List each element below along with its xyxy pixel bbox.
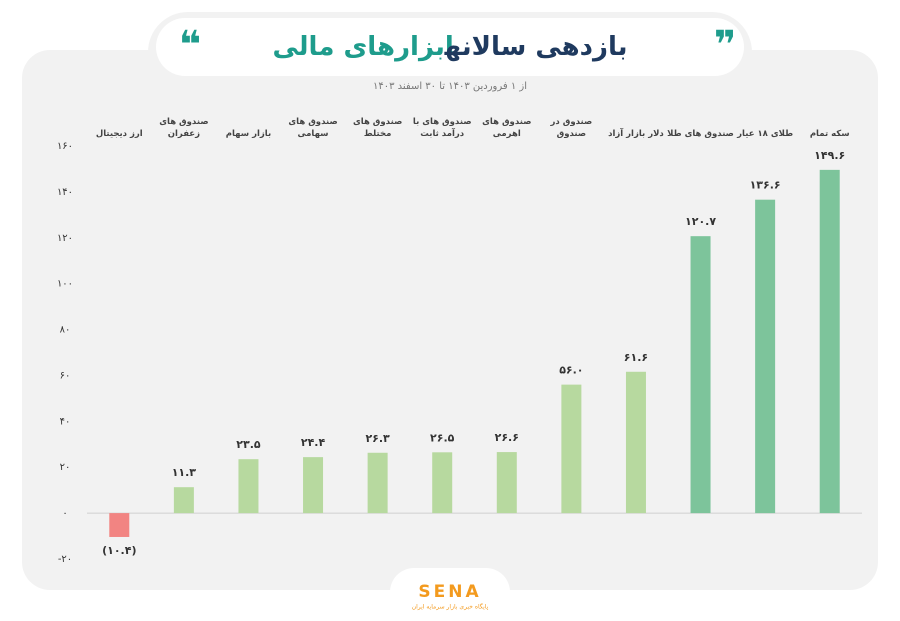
x-tick-label: صندوق های مختلط: [352, 117, 403, 139]
quote-mark: ❞: [714, 23, 736, 67]
value-label: ۲۶.۵: [430, 431, 455, 444]
value-label: ۱۱.۳: [172, 466, 197, 479]
y-tick-label: ۶۰: [60, 370, 71, 381]
bar: [561, 384, 582, 514]
y-tick-label: ۲۰: [60, 462, 71, 473]
title: بازدهی سالانه: [444, 32, 628, 62]
y-tick-label: ۰: [62, 508, 67, 519]
x-tick-label: صندوق های زعفران: [159, 117, 209, 139]
x-tick-label: ارز دیجیتال: [95, 129, 143, 139]
x-tick-label: طلای ۱۸ عیار: [737, 129, 794, 139]
subtitle: از ۱ فروردین ۱۴۰۳ تا ۳۰ اسفند ۱۴۰۳: [373, 81, 527, 92]
bar: [625, 371, 646, 514]
bar: [367, 452, 388, 514]
bar: [755, 199, 776, 514]
x-tick-label: صندوق های طلا: [667, 129, 734, 139]
bar: [432, 452, 453, 514]
x-tick-label: صندوق های سهامی: [288, 117, 338, 139]
card: [22, 50, 878, 590]
chart-title: بازدهی سالانهابزارهای مالی: [272, 32, 627, 62]
bar: [238, 459, 259, 514]
y-tick-label: ۱۲۰: [57, 233, 73, 244]
y-tick-label: ۴۰: [60, 416, 71, 427]
y-tick-label: ۸۰: [60, 325, 71, 336]
bar: [690, 236, 711, 514]
value-label: ۱۴۹.۶: [814, 149, 845, 162]
x-tick-label: صندوق در صندوق: [550, 117, 593, 139]
value-label: (۱۰.۴): [102, 544, 136, 557]
bar: [173, 487, 194, 514]
quote-mark: ❝: [179, 23, 201, 67]
x-tick-label: سکه تمام: [809, 129, 850, 139]
logo: SENA: [418, 582, 481, 602]
title-pill: [156, 18, 744, 76]
bar: [109, 513, 130, 537]
value-label: ۲۴.۴: [301, 436, 326, 449]
y-tick-label: -۲۰: [58, 554, 72, 565]
y-tick-label: ۱۶۰: [57, 141, 73, 152]
value-label: ۲۶.۳: [365, 432, 390, 445]
value-label: ۱۲۰.۷: [685, 215, 716, 228]
y-tick-label: ۱۴۰: [57, 187, 73, 198]
value-label: ۶۱.۶: [624, 351, 648, 364]
title-highlight: ابزارهای مالی: [272, 32, 455, 62]
bar: [496, 452, 517, 514]
x-tick-label: صندوق های با درآمد ثابت: [412, 117, 472, 139]
bar: [303, 457, 324, 514]
x-tick-label: صندوق های اهرمی: [482, 117, 532, 139]
value-label: ۲۳.۵: [236, 438, 261, 451]
logo-pill: [390, 568, 510, 621]
y-tick-label: ۱۰۰: [57, 279, 73, 290]
value-label: ۱۳۶.۶: [750, 179, 781, 192]
logo-caption: پایگاه خبری بازار سرمایه ایران: [412, 603, 489, 611]
value-label: ۵۶.۰: [559, 364, 583, 377]
x-tick-label: بازار سهام: [225, 129, 272, 139]
x-tick-label: دلار بازار آزاد: [608, 129, 664, 139]
bar: [819, 169, 840, 514]
value-label: ۲۶.۶: [495, 431, 519, 444]
